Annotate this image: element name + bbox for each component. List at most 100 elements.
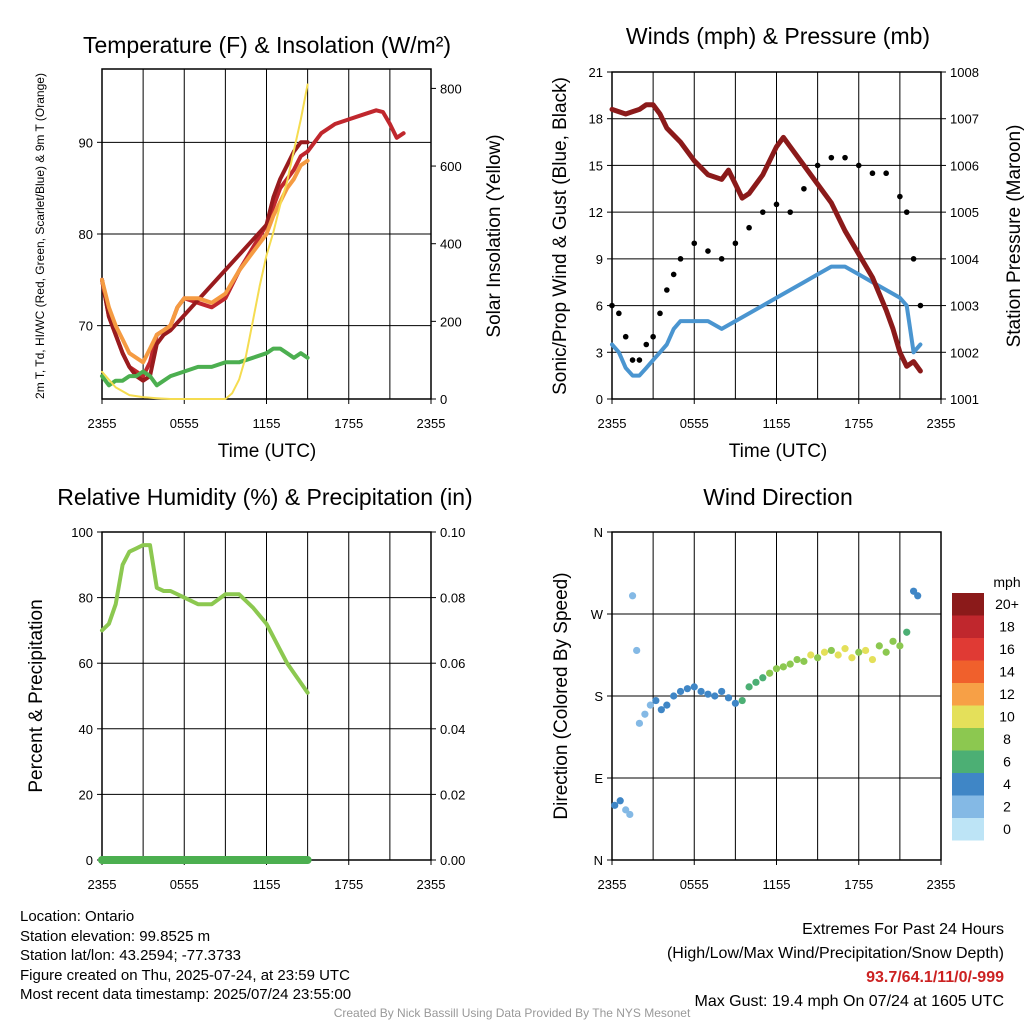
winds-ylabel-right: Station Pressure (Maroon): [1004, 125, 1024, 348]
colorbar-swatch: [952, 593, 984, 616]
direction-point: [807, 651, 815, 659]
ytick-label: 60: [79, 656, 93, 671]
direction-point: [731, 699, 739, 707]
direction-point: [882, 648, 890, 656]
winds-title: Winds (mph) & Pressure (mb): [626, 23, 930, 49]
series-2m-t-line: [100, 108, 406, 379]
direction-point: [628, 592, 637, 600]
gust-point: [910, 256, 917, 262]
direction-point: [652, 696, 660, 705]
ytick-label: 6: [596, 299, 603, 314]
humidity-ylabel: Percent & Precipitation: [26, 599, 47, 792]
gust-point: [609, 302, 615, 309]
xtick-label: 2355: [417, 416, 446, 431]
ytick-right-label: 1007: [950, 112, 979, 127]
ytick-label: E: [594, 771, 603, 786]
winds-xlabel: Time (UTC): [729, 441, 828, 462]
direction-point: [663, 701, 671, 709]
colorbar-swatch: [952, 750, 984, 773]
gust-point: [691, 240, 698, 247]
ytick-label: 80: [79, 591, 93, 606]
temperature-title: Temperature (F) & Insolation (W/m²): [83, 32, 451, 58]
gust-point: [746, 224, 752, 231]
direction-point: [646, 701, 654, 709]
gust-point: [705, 248, 711, 254]
direction-point: [690, 683, 698, 691]
direction-point: [875, 642, 883, 650]
xtick-label: 2355: [88, 416, 117, 431]
colorbar-label: 20+: [995, 596, 1019, 612]
ytick-label: 0: [86, 853, 93, 868]
direction-point: [834, 651, 842, 659]
xtick-label: 2355: [927, 877, 956, 892]
gust-point: [664, 287, 670, 293]
xtick-label: 0555: [170, 416, 199, 431]
ytick-right-label: 0.02: [440, 787, 465, 802]
gust-point: [801, 185, 807, 192]
ytick-label: 12: [589, 205, 603, 220]
xtick-label: 2355: [598, 877, 627, 892]
gust-point: [718, 256, 725, 262]
direction-point: [635, 719, 644, 727]
ytick-label: 9: [596, 252, 603, 267]
colorbar-label: 8: [1003, 731, 1011, 747]
xtick-label: 1755: [334, 416, 363, 431]
station-elevation: Station elevation: 99.8525 m: [20, 927, 211, 945]
direction-point: [676, 687, 685, 696]
humidity-title: Relative Humidity (%) & Precipitation (i…: [57, 484, 472, 510]
direction-point: [766, 669, 774, 677]
ytick-label: 15: [589, 158, 603, 173]
gust-point: [917, 302, 924, 309]
direction-point: [779, 663, 787, 671]
xtick-label: 2355: [417, 877, 446, 892]
ytick-label: 40: [79, 722, 93, 737]
colorbar-label: 4: [1003, 776, 1011, 792]
gust-point: [787, 209, 794, 215]
winds-plot-area: 0 3 6 9 12 15 18 21 1001 1002 1003 1004 1005 1006 1007…: [589, 65, 979, 431]
ytick-right-label: 1006: [950, 158, 979, 173]
gust-point: [622, 333, 629, 340]
ytick-label: 0: [596, 392, 603, 407]
ytick-label: 80: [79, 227, 93, 242]
ytick-right-label: 0.10: [440, 525, 465, 540]
temperature-xlabel: Time (UTC): [218, 441, 317, 462]
colorbar-swatch: [952, 615, 984, 638]
direction-point: [820, 648, 829, 656]
colorbar-label: 6: [1003, 754, 1011, 770]
direction-point: [800, 657, 808, 665]
extremes-values: 93.7/64.1/11/0/-999: [866, 969, 1004, 986]
direction-point: [814, 654, 822, 662]
figure-created: Figure created on Thu, 2025-07-24, at 23…: [20, 966, 350, 984]
plot-frame: [611, 71, 942, 400]
speed-colorbar: mph 20+ 18 16 14 12 10 8 6 4 2 0: [952, 574, 1021, 841]
direction-point: [738, 696, 746, 705]
direction-point: [841, 645, 849, 653]
gust-point: [828, 154, 835, 161]
ytick-label: N: [594, 525, 603, 540]
ytick-label: 21: [589, 65, 603, 80]
gust-point: [903, 209, 910, 215]
direction-point: [868, 655, 877, 664]
colorbar-title: mph: [993, 574, 1020, 590]
direction-point: [657, 706, 665, 714]
gust-point: [643, 341, 650, 348]
plot-frame: [611, 531, 942, 861]
ytick-right-label: 200: [440, 314, 462, 329]
xtick-label: 1155: [763, 416, 791, 431]
xtick-label: 1755: [844, 877, 873, 892]
colorbar-label: 10: [999, 709, 1015, 725]
ytick-right-label: 600: [440, 159, 462, 174]
direction-point: [896, 642, 904, 650]
xtick-label: 1755: [844, 416, 873, 431]
direction-point: [724, 694, 733, 702]
direction-point: [772, 665, 781, 673]
colorbar-label: 12: [999, 686, 1015, 702]
temperature-plot-area: 70 80 90 0 200 400 600 800 2355 0555 1155 1755 2355: [79, 68, 462, 431]
credit-line: Created By Nick Bassill Using Data Provi…: [333, 1006, 691, 1020]
ytick-right-label: 400: [440, 237, 462, 252]
direction-point: [889, 637, 897, 645]
gust-point: [650, 333, 656, 340]
gust-point: [670, 271, 677, 278]
colorbar-label: 2: [1003, 799, 1011, 815]
